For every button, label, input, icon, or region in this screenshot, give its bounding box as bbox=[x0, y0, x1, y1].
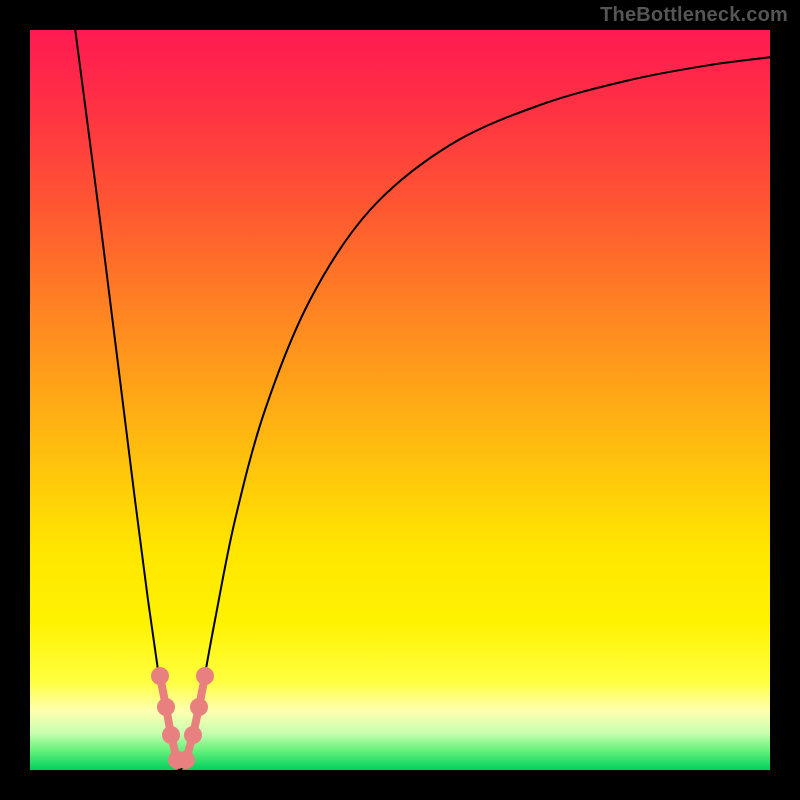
marker-dot bbox=[196, 667, 214, 685]
watermark-text: TheBottleneck.com bbox=[600, 4, 788, 27]
marker-dot bbox=[184, 726, 202, 744]
marker-dot bbox=[162, 726, 180, 744]
marker-dot bbox=[177, 751, 195, 769]
marker-dot bbox=[157, 698, 175, 716]
marker-dot bbox=[190, 698, 208, 716]
chart-container: TheBottleneck.com bbox=[0, 0, 800, 800]
marker-dot bbox=[151, 667, 169, 685]
chart-gradient-background bbox=[30, 30, 770, 770]
bottleneck-chart bbox=[0, 0, 800, 800]
